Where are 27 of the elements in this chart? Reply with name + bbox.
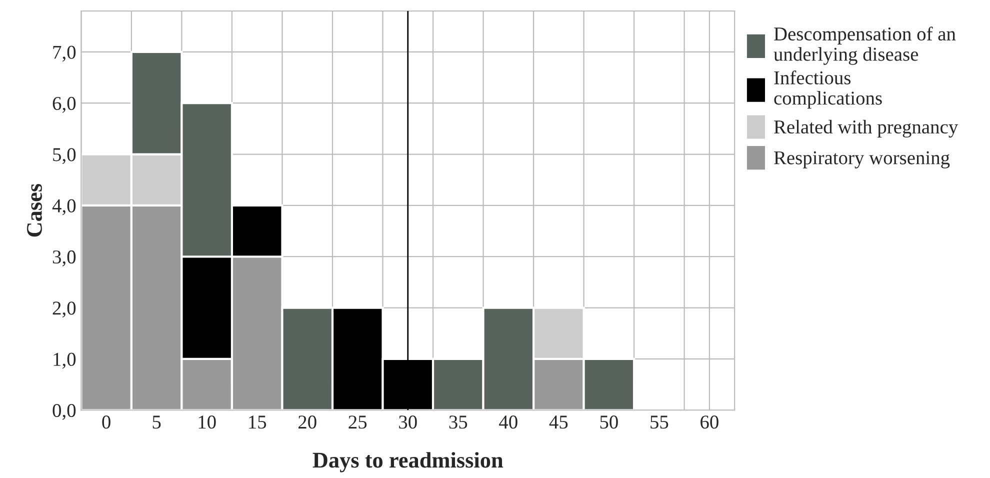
legend-label: Related with pregnancy [774, 120, 958, 138]
x-tick-label: 35 [449, 416, 468, 429]
legend-label: Infectious complications [774, 70, 882, 109]
y-tick-label: 7,0 [53, 46, 76, 62]
y-tick-label: 2,0 [52, 302, 76, 318]
x-tick-label: 60 [700, 416, 718, 429]
x-tick-label: 45 [549, 416, 568, 429]
y-tick-label: 1,0 [54, 352, 76, 369]
x-tick-label: 40 [499, 416, 518, 429]
y-tick-label: 5,0 [53, 148, 76, 164]
y-axis-title: Cases [27, 184, 42, 237]
legend-label: Respiratory worsening [774, 151, 950, 168]
legend-label: Descompensation of an underlying disease [774, 26, 956, 65]
x-tick-label: 15 [249, 416, 266, 429]
x-tick-label: 10 [198, 416, 216, 429]
y-tick-label: 6,0 [52, 96, 76, 113]
x-tick-label: 30 [399, 416, 417, 429]
x-axis-title: Days to readmission [312, 452, 504, 472]
x-tick-label: 0 [102, 416, 110, 429]
x-tick-label: 55 [650, 416, 668, 429]
y-tick-label: 4,0 [52, 199, 76, 216]
x-tick-label: 25 [348, 416, 367, 429]
y-tick-label: 3,0 [52, 250, 76, 266]
x-tick-label: 20 [298, 416, 316, 429]
x-tick-label: 50 [600, 416, 618, 429]
y-tick-label: 0,0 [52, 404, 76, 420]
x-tick-label: 5 [152, 416, 161, 429]
